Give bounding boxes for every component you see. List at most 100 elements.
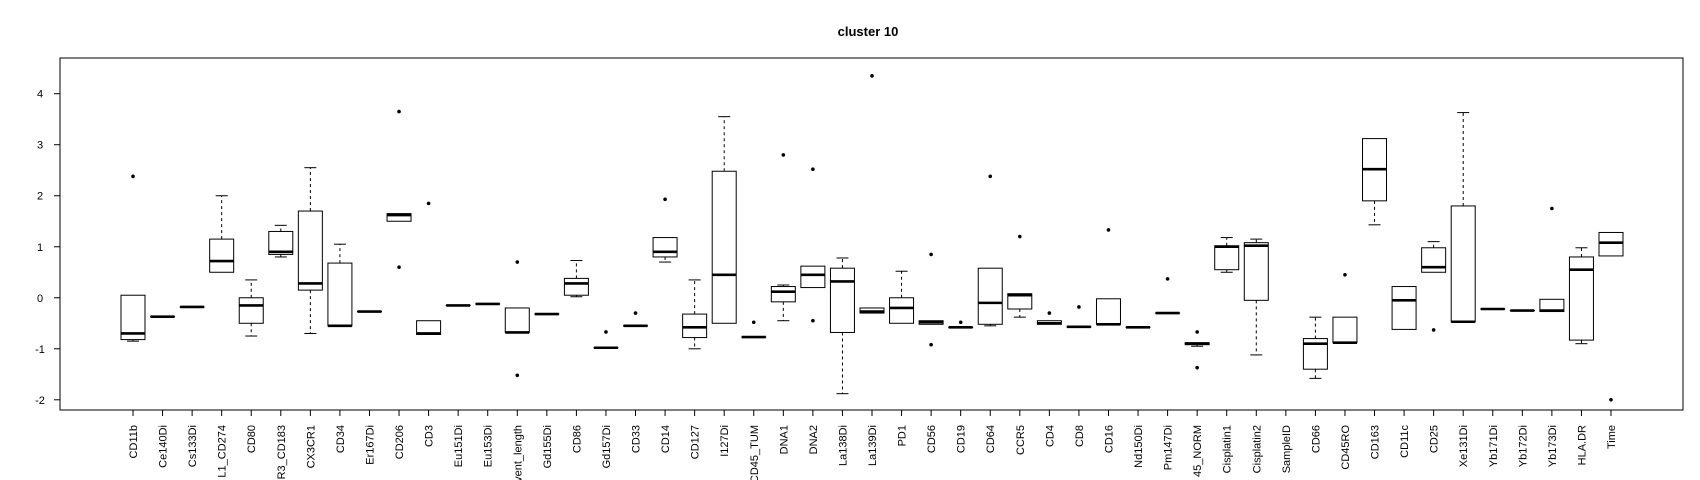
- outlier-point: [988, 174, 993, 179]
- box-body: [1421, 247, 1447, 273]
- box-body: [327, 262, 353, 327]
- x-tick-label: CD4: [1044, 425, 1056, 447]
- x-tick-label: CD25: [1429, 425, 1441, 453]
- box-la139di: [859, 74, 885, 314]
- box-body: [977, 267, 1003, 325]
- outlier-point: [663, 197, 667, 202]
- y-tick-label: 4: [37, 89, 43, 101]
- box-body: [386, 213, 412, 222]
- box-yb173di: [1539, 206, 1565, 313]
- box-body: [1007, 293, 1033, 310]
- box-pd1: [889, 270, 915, 324]
- outlier-point: [781, 153, 786, 157]
- x-tick-label: CD33: [631, 425, 643, 453]
- box-hla-dr: [1568, 247, 1594, 345]
- x-tick-label: Time: [1606, 425, 1618, 449]
- outlier-point: [426, 201, 431, 206]
- outlier-point: [751, 320, 756, 325]
- outlier-point: [1343, 273, 1347, 277]
- box-body: [1214, 245, 1240, 271]
- outlier-point: [1165, 277, 1170, 281]
- box-cd33: [623, 311, 649, 328]
- box-body: [563, 277, 589, 296]
- box-45-norm: [1184, 330, 1210, 370]
- box-la138di: [829, 257, 855, 395]
- x-tick-label: I127Di: [719, 425, 731, 457]
- x-tick-label: La139Di: [867, 425, 879, 466]
- y-tick-label: 1: [37, 242, 43, 254]
- outlier-point: [604, 330, 608, 334]
- x-tick-label: Er167Di: [364, 425, 376, 465]
- x-tick-label: CX3CR1: [305, 425, 317, 468]
- box-xe131di: [1450, 112, 1476, 324]
- box-cd8: [1066, 305, 1092, 329]
- box-body: [652, 237, 678, 258]
- x-tick-label: DNA1: [778, 425, 790, 454]
- chart-title: cluster 10: [838, 24, 899, 39]
- outlier-point: [515, 260, 520, 264]
- box-body: [1243, 242, 1269, 301]
- box-body: [268, 230, 294, 255]
- outlier-point: [929, 342, 933, 347]
- box-body: [800, 265, 826, 289]
- box-body: [238, 297, 264, 324]
- x-tick-label: Gd157Di: [601, 425, 613, 468]
- x-tick-label: CD86: [571, 425, 583, 453]
- box-cd56: [918, 252, 944, 347]
- outlier-point: [870, 74, 874, 78]
- box-cd66: [1302, 316, 1328, 379]
- x-tick-label: CD163: [1370, 425, 1382, 459]
- x-tick-label: CD11b: [128, 425, 140, 458]
- box-body: [770, 286, 796, 303]
- x-tick-label: Xe131Di: [1458, 425, 1470, 467]
- box-cd86: [563, 260, 589, 298]
- box-dna2: [800, 167, 826, 323]
- x-tick-label: vent_length: [512, 425, 524, 480]
- x-tick-label: CD34: [335, 425, 347, 453]
- box-body: [209, 238, 235, 273]
- outlier-point: [1077, 305, 1081, 309]
- box-l1-cd274: [209, 195, 235, 273]
- x-tick-label: CD127: [690, 425, 702, 459]
- x-tick-label: PD1: [897, 425, 909, 446]
- box-cisplatin2: [1243, 238, 1269, 356]
- box-cd25: [1421, 241, 1447, 332]
- box-ccr5: [1007, 234, 1033, 318]
- outlier-point: [1609, 397, 1613, 402]
- box-cisplatin1: [1214, 237, 1240, 273]
- x-tick-label: CD206: [394, 425, 406, 459]
- box-body: [1450, 205, 1476, 323]
- x-tick-label: Yb172Di: [1517, 425, 1529, 467]
- x-tick-label: CD16: [1103, 425, 1115, 453]
- y-tick-label: 3: [37, 140, 43, 152]
- outlier-point: [1431, 328, 1436, 332]
- y-axis: -2 -1 0 1 2 3 4: [35, 89, 61, 407]
- box-cd14: [652, 197, 678, 263]
- x-tick-label: CD66: [1310, 425, 1322, 453]
- box-cd80: [238, 279, 264, 337]
- x-tick-label: CD14: [660, 425, 672, 453]
- box-cd34: [327, 243, 353, 328]
- box-dna1: [770, 153, 796, 322]
- box-cd127: [682, 279, 708, 350]
- x-tick-label: 45_NORM: [1192, 425, 1204, 477]
- x-tick-label: Eu153Di: [483, 425, 495, 467]
- box-vent-length: [504, 260, 530, 378]
- box-body: [711, 170, 737, 324]
- outlier-point: [1106, 228, 1111, 232]
- outlier-point: [958, 320, 963, 325]
- y-tick-label: 2: [37, 191, 43, 203]
- box-body: [297, 210, 323, 291]
- box-cd206: [386, 109, 412, 269]
- x-tick-label: CD56: [926, 425, 938, 453]
- y-tick-label: -2: [35, 395, 45, 407]
- x-tick-label: HLA.DR: [1576, 425, 1588, 465]
- outlier-point: [811, 167, 815, 172]
- outlier-point: [1018, 234, 1022, 239]
- outlier-point: [515, 373, 520, 378]
- box-cd64: [977, 174, 1003, 327]
- box-i127di: [711, 116, 737, 324]
- box-cd163: [1362, 138, 1388, 226]
- x-tick-label: CD11c: [1399, 425, 1411, 458]
